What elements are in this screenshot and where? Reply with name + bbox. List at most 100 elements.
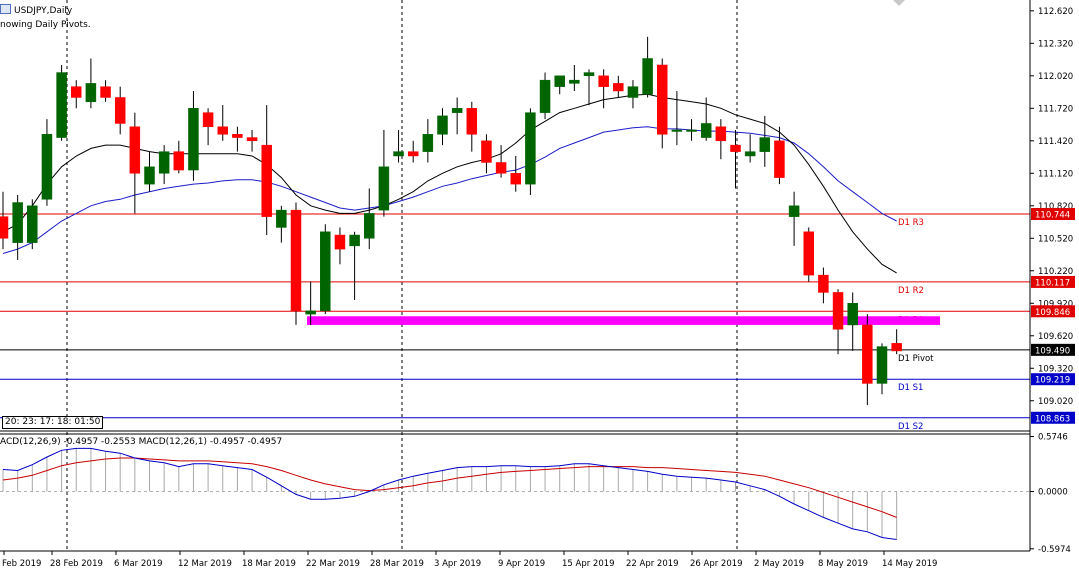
candle[interactable] (114, 86, 126, 135)
candle[interactable] (202, 108, 214, 146)
candle[interactable] (583, 69, 595, 106)
pivot-price-box-d1-r3 (1031, 208, 1075, 221)
time-axis: Feb 2019 28 Feb 2019 6 Mar 2019 12 Mar 2019… (2, 551, 937, 569)
candle-body (627, 86, 639, 98)
candle-body (100, 86, 111, 98)
candle[interactable] (349, 231, 360, 301)
candle[interactable] (393, 129, 404, 163)
candle[interactable] (539, 72, 551, 120)
candle[interactable] (437, 108, 448, 146)
candle-body (700, 123, 712, 138)
candle[interactable] (261, 105, 272, 236)
candle[interactable] (217, 105, 228, 141)
candle[interactable] (613, 75, 624, 98)
candle[interactable] (657, 58, 668, 149)
candle[interactable] (510, 155, 521, 192)
candle[interactable] (173, 140, 185, 174)
candle[interactable] (627, 80, 639, 109)
candle-body (481, 140, 492, 163)
symbol-icon (0, 4, 11, 14)
candle[interactable] (27, 199, 38, 250)
candle[interactable] (481, 134, 492, 174)
candle[interactable] (891, 329, 902, 355)
candle[interactable] (862, 314, 873, 406)
candle[interactable] (129, 112, 141, 214)
candle[interactable] (85, 58, 97, 109)
candle[interactable] (246, 129, 258, 152)
candle-body (56, 72, 67, 138)
candle[interactable] (788, 191, 800, 246)
candle[interactable] (832, 289, 844, 355)
candle[interactable] (305, 281, 316, 325)
candle[interactable] (188, 90, 199, 181)
candle[interactable] (847, 292, 858, 351)
candle[interactable] (290, 202, 302, 325)
candle-body (642, 58, 653, 95)
candle[interactable] (334, 227, 346, 265)
ma-slow-line[interactable] (2, 126, 897, 254)
candle-body (671, 129, 683, 132)
candle-body (730, 144, 741, 152)
time-tick-label: 8 May 2019 (818, 559, 868, 569)
candle[interactable] (686, 119, 697, 141)
macd-main-line[interactable] (2, 447, 897, 540)
candle[interactable] (598, 69, 609, 109)
candle[interactable] (774, 126, 785, 185)
candle-body (891, 343, 902, 352)
candle[interactable] (803, 227, 814, 282)
candle[interactable] (41, 119, 53, 206)
candle[interactable] (818, 267, 829, 304)
candle[interactable] (71, 80, 82, 109)
candle[interactable] (715, 119, 727, 160)
candle[interactable] (554, 75, 565, 95)
candle[interactable] (378, 129, 390, 217)
candle-body (85, 83, 97, 103)
candle[interactable] (466, 101, 478, 152)
candle[interactable] (0, 191, 9, 250)
candle[interactable] (320, 224, 331, 315)
candle[interactable] (642, 36, 653, 98)
candle-body (554, 75, 565, 87)
candle-body (876, 346, 888, 384)
candle[interactable] (876, 343, 888, 395)
candle[interactable] (525, 108, 536, 195)
candle-body (613, 83, 624, 92)
candle[interactable] (744, 134, 756, 163)
candle[interactable] (56, 64, 67, 141)
time-tick-label: 9 Apr 2019 (498, 559, 545, 569)
ma-fast-line[interactable] (2, 93, 897, 274)
candle-body (349, 234, 360, 247)
candle-body (803, 231, 814, 276)
candle-body (495, 162, 507, 174)
candle[interactable] (232, 126, 243, 152)
pivot-price-box-d1-r1 (1031, 305, 1075, 318)
candle[interactable] (12, 194, 23, 260)
candle-body (451, 108, 463, 113)
candle[interactable] (364, 188, 375, 250)
candle[interactable] (671, 90, 683, 146)
candle-body (129, 126, 141, 174)
time-tick-label: 14 May 2019 (882, 559, 937, 569)
candle[interactable] (158, 145, 170, 185)
chart-shift-marker[interactable] (893, 0, 905, 6)
time-tick-label: 12 Mar 2019 (178, 559, 232, 569)
candle[interactable] (276, 205, 287, 243)
support-zone[interactable] (307, 316, 940, 325)
candle[interactable] (451, 97, 463, 135)
candle[interactable] (407, 140, 419, 163)
macd-pane[interactable] (0, 447, 1030, 540)
candle[interactable] (100, 80, 111, 102)
candle-body (539, 79, 551, 113)
candle[interactable] (759, 115, 771, 167)
macd-signal-line[interactable] (2, 457, 897, 518)
candle[interactable] (569, 64, 580, 91)
candle-body (27, 205, 38, 243)
candle-body (759, 137, 771, 152)
candle[interactable] (730, 129, 741, 189)
candle[interactable] (422, 119, 434, 163)
candle[interactable] (495, 145, 507, 178)
candle[interactable] (700, 97, 712, 141)
candle[interactable] (144, 151, 155, 192)
